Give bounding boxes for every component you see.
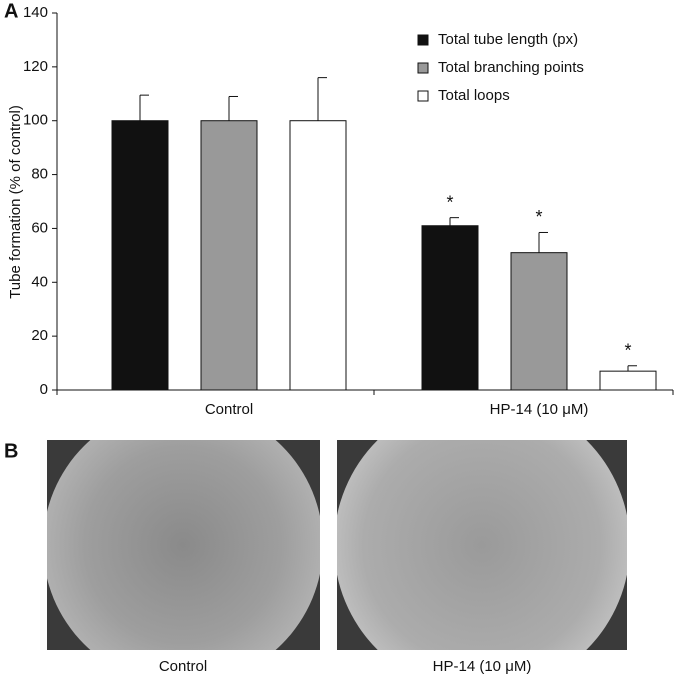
bar (111, 120, 169, 391)
bar (510, 252, 568, 391)
significance-mark: * (535, 207, 542, 227)
significance-mark: * (446, 192, 453, 212)
bar (421, 225, 479, 391)
significance-mark: * (624, 341, 631, 361)
legend-swatch (417, 34, 429, 46)
legend-swatch (417, 62, 429, 74)
y-tick-label: 20 (31, 327, 48, 344)
bar (200, 120, 258, 391)
y-tick-label: 80 (31, 166, 48, 183)
y-tick-label: 100 (23, 112, 48, 129)
legend-swatch (417, 90, 429, 102)
x-tick-label: Control (205, 401, 253, 418)
panel-label: B (4, 440, 18, 462)
image-caption: HP-14 (10 μM) (433, 658, 532, 675)
y-tick-label: 120 (23, 58, 48, 75)
legend-label: Total loops (438, 87, 510, 104)
legend-label: Total tube length (px) (438, 31, 578, 48)
y-tick-label: 60 (31, 219, 48, 236)
legend-label: Total branching points (438, 59, 584, 76)
panel-label: A (4, 0, 18, 22)
y-axis-label: Tube formation (% of control) (7, 105, 24, 299)
x-tick-label: HP-14 (10 μM) (490, 401, 589, 418)
image-caption: Control (159, 658, 207, 675)
y-tick-label: 0 (40, 381, 48, 398)
y-tick-label: 40 (31, 273, 48, 290)
bar (599, 370, 657, 391)
bar (289, 120, 347, 391)
micrograph (47, 440, 627, 650)
y-tick-label: 140 (23, 4, 48, 21)
